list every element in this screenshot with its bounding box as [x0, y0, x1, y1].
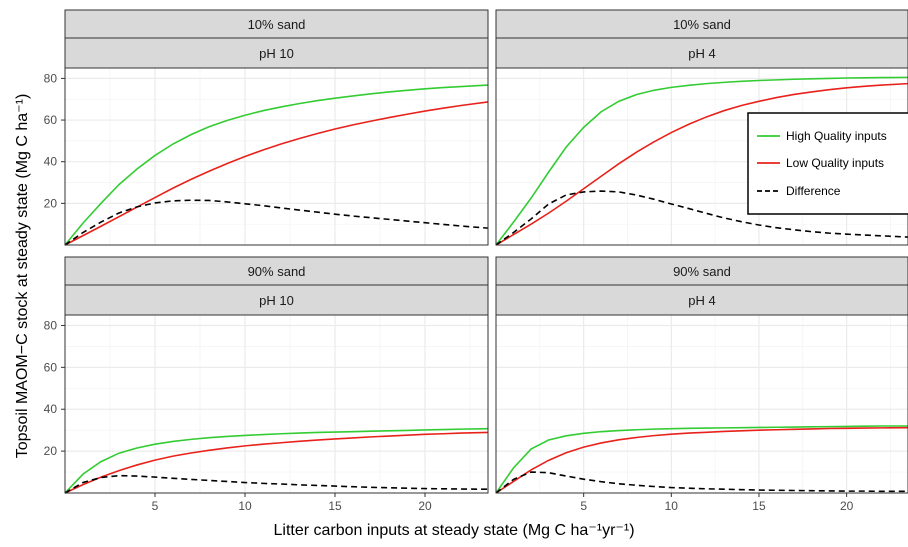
y-tick-label: 60: [44, 113, 58, 127]
y-tick-label: 80: [44, 318, 58, 332]
plot-background: [65, 315, 488, 493]
panel-2: 10% sand pH 4: [495, 9, 908, 246]
panel-4: 90% sand pH 4 5 10 15 20: [495, 256, 908, 513]
low-quality-line: [64, 101, 489, 246]
y-axis-label: Topsoil MAOM−C stock at steady state (Mg…: [14, 93, 31, 459]
difference-line: [495, 190, 908, 246]
high-quality-line: [64, 84, 489, 246]
y-tick-label: 40: [44, 402, 58, 416]
panel-border: [64, 67, 489, 246]
x-tick-label: 20: [840, 499, 854, 513]
strip-top-label: 10% sand: [673, 17, 731, 32]
high-quality-line: [495, 76, 908, 246]
difference-line: [495, 471, 908, 494]
x-axis-label: Litter carbon inputs at steady state (Mg…: [273, 522, 635, 539]
y-tick-label: 40: [44, 155, 58, 169]
y-tick-label: 80: [44, 71, 58, 85]
y-tick-label: 60: [44, 360, 58, 374]
strip-top-label: 10% sand: [248, 17, 306, 32]
strip-bottom-label: pH 4: [688, 293, 715, 308]
panel-border: [495, 67, 908, 246]
x-tick-label: 20: [418, 499, 432, 513]
panel-1: 10% sand pH 10 20 40 60 80: [44, 9, 489, 246]
panel-3: 90% sand pH 10 20 40 60 80 5 10 15 20: [44, 256, 489, 513]
strip-top: [495, 256, 908, 286]
plot-background: [65, 68, 488, 245]
x-tick-label: 5: [580, 499, 587, 513]
legend-label: High Quality inputs: [786, 129, 887, 143]
plot-background: [496, 315, 908, 493]
strip-top: [64, 9, 489, 39]
low-quality-line: [64, 431, 489, 494]
high-quality-line: [495, 425, 908, 494]
strip-bottom-label: pH 10: [259, 46, 294, 61]
x-tick-label: 15: [328, 499, 342, 513]
panel-border: [64, 314, 489, 494]
strip-top: [64, 256, 489, 286]
x-tick-label: 10: [238, 499, 252, 513]
strip-top-label: 90% sand: [248, 264, 306, 279]
low-quality-line: [495, 82, 908, 246]
x-tick-label: 5: [152, 499, 159, 513]
difference-line: [64, 474, 489, 494]
strip-bottom-label: pH 4: [688, 46, 715, 61]
low-quality-line: [495, 426, 908, 494]
panel-border: [495, 314, 908, 494]
strip-top-label: 90% sand: [673, 264, 731, 279]
x-tick-label: 15: [752, 499, 766, 513]
strip-top: [495, 9, 908, 39]
y-tick-label: 20: [44, 196, 58, 210]
legend: High Quality inputs Low Quality inputs Dif…: [747, 112, 908, 215]
strip-bottom: [64, 284, 489, 316]
legend-label: Difference: [786, 184, 841, 198]
y-tick-label: 20: [44, 444, 58, 458]
legend-label: Low Quality inputs: [786, 156, 884, 170]
high-quality-line: [64, 427, 489, 494]
strip-bottom-label: pH 10: [259, 293, 294, 308]
strip-bottom: [495, 37, 908, 69]
x-tick-label: 10: [665, 499, 679, 513]
strip-bottom: [64, 37, 489, 69]
